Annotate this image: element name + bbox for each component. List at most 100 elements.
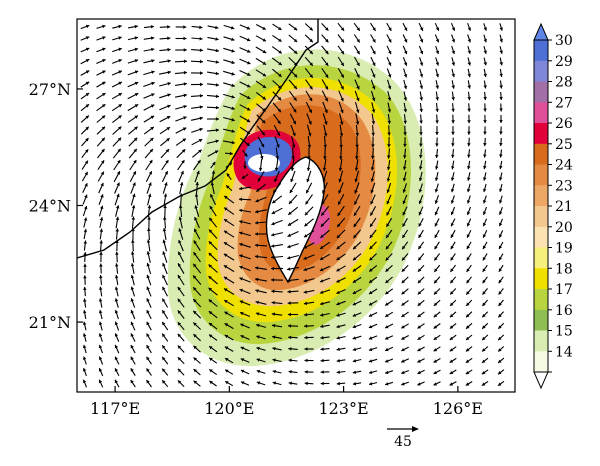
- wind-vector-head: [98, 333, 103, 337]
- wind-vector-head: [262, 26, 266, 30]
- wind-vector-head: [304, 324, 308, 328]
- wind-vector-head: [209, 381, 213, 385]
- wind-vector-head: [303, 290, 307, 294]
- wind-vector-head: [224, 207, 228, 211]
- wind-vector-head: [449, 325, 454, 329]
- wind-vector-head: [118, 47, 122, 52]
- wind-vector-head: [167, 104, 171, 108]
- wind-vector-head: [288, 381, 292, 386]
- wind-vector-head: [114, 368, 118, 372]
- wind-vector-head: [183, 59, 187, 64]
- colorbar-label: 21: [555, 199, 573, 215]
- wind-vector-head: [320, 358, 324, 363]
- wind-vector-head: [372, 27, 376, 31]
- wind-vector-head: [290, 167, 295, 171]
- wind-vector-head: [336, 358, 340, 363]
- wind-vector-head: [210, 194, 214, 198]
- wind-vector-head: [162, 345, 166, 349]
- wind-vector-head: [239, 300, 244, 304]
- wind-vector-head: [419, 132, 423, 136]
- wind-vector-head: [451, 50, 456, 54]
- wind-vector-head: [115, 216, 120, 221]
- wind-vector-head: [178, 251, 182, 256]
- wind-vector-head: [200, 82, 203, 87]
- wind-vector-head: [275, 156, 280, 160]
- wind-vector-head: [241, 381, 245, 385]
- wind-vector-head: [163, 216, 167, 220]
- wind-vector-head: [262, 73, 267, 77]
- wind-vector-head: [368, 347, 373, 352]
- wind-vector-head: [417, 279, 422, 284]
- wind-vector-head: [483, 27, 487, 31]
- wind-vector-head: [483, 108, 487, 112]
- wind-vector-head: [199, 59, 203, 64]
- wind-vector-head: [419, 62, 424, 66]
- wind-vector-head: [336, 279, 340, 283]
- wind-vector-head: [131, 239, 135, 243]
- wind-vector-head: [116, 182, 120, 186]
- wind-vector-head: [130, 263, 135, 267]
- wind-vector-head: [271, 244, 275, 248]
- wind-vector-head: [255, 254, 259, 259]
- wind-vector-head: [352, 302, 357, 306]
- wind-vector-head: [387, 144, 391, 148]
- wind-vector-head: [356, 27, 360, 31]
- wind-vector-head: [352, 359, 357, 363]
- wind-vector-head: [239, 288, 243, 293]
- wind-vector-head: [369, 268, 373, 272]
- wind-vector-head: [288, 370, 292, 374]
- wind-vector-head: [255, 266, 259, 270]
- wind-vector-head: [369, 234, 373, 239]
- wind-vector-head: [353, 223, 357, 227]
- wind-vector-head: [371, 155, 375, 159]
- wind-vector-head: [83, 286, 87, 290]
- wind-vector-head: [336, 336, 340, 340]
- wind-vector-head: [231, 129, 235, 133]
- wind-vector-head: [278, 50, 282, 54]
- wind-vector-head: [100, 182, 104, 187]
- wind-vector-head: [244, 153, 248, 157]
- wind-vector-head: [450, 234, 454, 238]
- wind-vector-head: [417, 291, 422, 295]
- wind-vector-head: [435, 50, 440, 54]
- wind-vector-head: [388, 39, 392, 43]
- wind-vector-head: [356, 97, 360, 102]
- wind-vector-head: [305, 200, 309, 205]
- wind-vector-head: [499, 27, 503, 31]
- wind-vector-head: [370, 223, 374, 227]
- wind-vector-head: [451, 154, 455, 158]
- wind-vector-head: [224, 288, 228, 292]
- wind-vector-head: [433, 382, 437, 386]
- wind-vector-head: [262, 61, 267, 65]
- wind-vector-head: [401, 313, 405, 317]
- wind-vector-head: [162, 298, 166, 302]
- wind-vector-head: [163, 205, 167, 209]
- wind-vector-head: [481, 371, 486, 375]
- wind-vector-head: [98, 344, 103, 349]
- colorbar-label: 29: [555, 54, 573, 70]
- wind-vector-head: [498, 245, 503, 249]
- wind-vector-head: [385, 325, 389, 329]
- wind-vector-head: [193, 357, 197, 361]
- wind-vector-head: [304, 234, 308, 238]
- wind-vector-head: [402, 223, 406, 227]
- wind-vector-head: [193, 287, 197, 291]
- wind-vector-head: [401, 291, 405, 295]
- wind-vector-head: [309, 85, 313, 90]
- wind-vector-head: [434, 268, 438, 272]
- wind-vector-head: [200, 71, 203, 75]
- wind-vector-head: [162, 274, 166, 279]
- wind-vector-head: [467, 131, 471, 135]
- wind-vector-head: [246, 107, 251, 111]
- wind-vector-head: [356, 85, 360, 90]
- wind-vector-head: [320, 370, 324, 374]
- wind-vector-head: [418, 211, 422, 216]
- wind-vector-head: [118, 24, 122, 29]
- wind-vector-head: [118, 104, 122, 108]
- wind-vector-head: [102, 81, 106, 85]
- colorbar-swatch: [534, 330, 548, 352]
- colorbar-label: 25: [555, 137, 573, 153]
- wind-vector-head: [499, 62, 503, 66]
- wind-vector-head: [433, 313, 438, 318]
- wind-vector-head: [372, 62, 376, 66]
